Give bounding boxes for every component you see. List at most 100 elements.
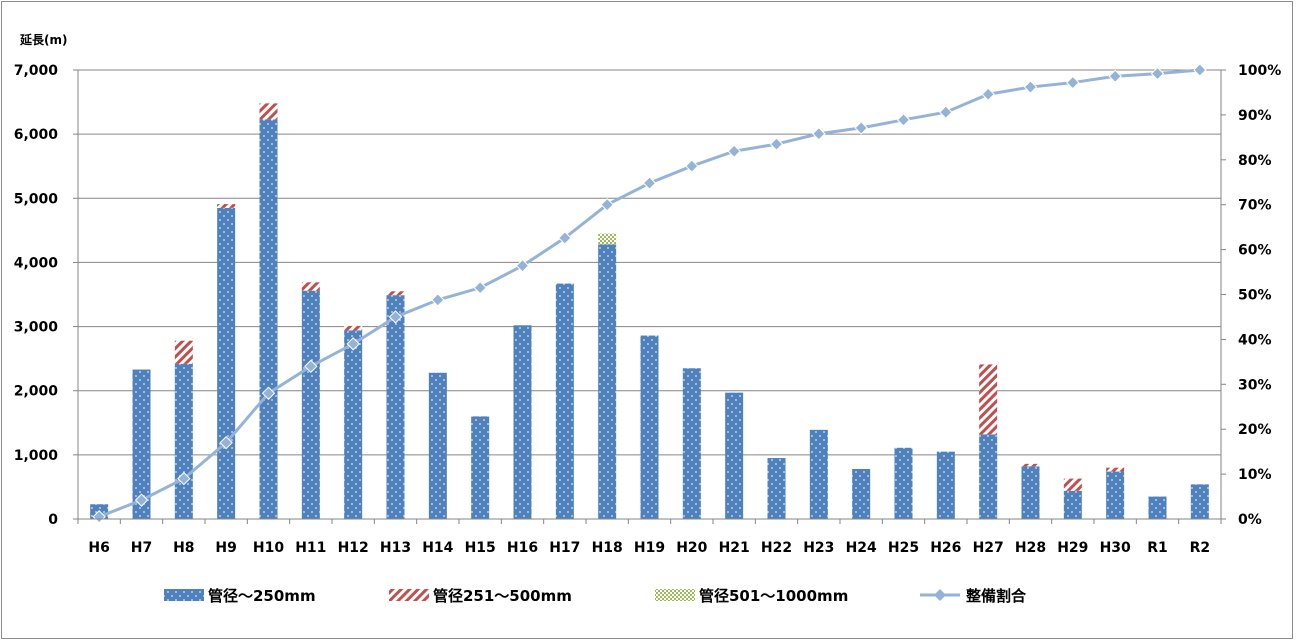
- y2-tick-label: 50%: [1238, 288, 1272, 304]
- x-tick-label: H29: [1057, 540, 1088, 556]
- bar-2: [174, 340, 193, 364]
- y2-tick-label: 20%: [1238, 422, 1272, 438]
- x-tick-label: R1: [1147, 540, 1168, 556]
- ratio-line: [92, 63, 1207, 524]
- x-tick-label: H7: [131, 540, 152, 556]
- ratio-point: [515, 259, 530, 273]
- y2-tick-label: 40%: [1238, 332, 1272, 348]
- ratio-point: [346, 337, 360, 351]
- bar-2: [344, 325, 363, 331]
- ratio-point: [812, 127, 826, 141]
- bar-2: [301, 282, 320, 291]
- bar-1: [471, 416, 490, 519]
- x-tick-label: H16: [507, 540, 538, 556]
- bar-3: [598, 233, 617, 245]
- y-tick-label: 6,000: [14, 127, 59, 143]
- x-tick-label: H30: [1100, 540, 1131, 556]
- y-tick-label: 4,000: [14, 255, 59, 271]
- ratio-point: [939, 105, 953, 119]
- x-tick-label: H25: [888, 540, 919, 556]
- bar-1: [132, 369, 151, 519]
- bar-1: [555, 283, 574, 519]
- x-tick-label: H18: [592, 540, 623, 556]
- x-tick-label: H20: [676, 540, 707, 556]
- y-tick-label: 2,000: [14, 384, 59, 400]
- x-tick-label: H22: [761, 540, 792, 556]
- bar-1: [386, 295, 405, 519]
- bar-1: [259, 119, 278, 519]
- x-tick-label: H23: [803, 540, 834, 556]
- ratio-point: [92, 510, 106, 524]
- y2-tick-label: 10%: [1238, 467, 1272, 483]
- x-tick-label: H26: [930, 540, 961, 556]
- bar-1: [725, 392, 744, 519]
- y2-tick-label: 70%: [1238, 198, 1272, 214]
- bar-1: [428, 372, 447, 519]
- ratio-point: [177, 471, 191, 486]
- ratio-point: [727, 144, 741, 158]
- legend-label: 管径251～500mm: [433, 587, 572, 605]
- bar-1: [894, 447, 913, 519]
- ratio-point: [1066, 75, 1080, 90]
- y-axis-title: 延長(m): [19, 32, 67, 47]
- x-tick-label: H12: [338, 540, 369, 556]
- legend: 管径～250mm 管径251～500mm 管径501～1000mm 整備割合: [164, 587, 1027, 605]
- x-tick-label: H13: [380, 540, 411, 556]
- ratio-point: [1150, 66, 1165, 81]
- x-tick-label: H6: [88, 540, 109, 556]
- ratio-point: [981, 87, 995, 101]
- ratio-point: [769, 137, 784, 151]
- x-tick-label: R2: [1190, 540, 1211, 556]
- ratio-point: [473, 281, 487, 295]
- ratio-point: [600, 197, 614, 212]
- x-tick-label: H9: [215, 540, 236, 556]
- y-tick-label: 1,000: [14, 448, 59, 464]
- legend-label: 整備割合: [966, 587, 1027, 605]
- ratio-point: [854, 121, 868, 135]
- x-tick-label: H8: [173, 540, 194, 556]
- ratio-point: [685, 159, 699, 173]
- x-tick-label: H14: [422, 540, 453, 556]
- y2-tick-label: 80%: [1238, 153, 1272, 169]
- legend-label: 管径501～1000mm: [699, 587, 848, 605]
- axes: 0 1,000 2,000 3,000 4,000 5,000 6,000 7,000 0% 10…: [14, 63, 1282, 556]
- bar-1: [640, 335, 659, 519]
- bar-1: [852, 468, 871, 519]
- bar-1: [1148, 496, 1167, 519]
- ratio-point: [219, 435, 233, 450]
- ratio-point: [304, 359, 318, 374]
- y-tick-label: 5,000: [14, 191, 59, 207]
- legend-swatch-marker: [934, 589, 946, 601]
- bar-1: [936, 451, 955, 519]
- bar-1: [598, 244, 617, 519]
- bar-2: [217, 204, 236, 208]
- y-tick-label: 3,000: [14, 320, 59, 336]
- ratio-point: [896, 113, 911, 127]
- x-tick-label: H15: [465, 540, 496, 556]
- bar-1: [682, 368, 701, 519]
- x-tick-label: H17: [549, 540, 580, 556]
- legend-swatch: [389, 589, 429, 601]
- ratio-point: [1193, 63, 1207, 77]
- y2-tick-label: 60%: [1238, 243, 1272, 259]
- bar-1: [1063, 490, 1082, 519]
- legend-swatch: [164, 589, 204, 601]
- bar-1: [1021, 466, 1040, 519]
- x-tick-label: H10: [253, 540, 284, 556]
- bar-2: [386, 291, 405, 296]
- y-tick-label: 7,000: [14, 63, 59, 79]
- ratio-point: [388, 310, 403, 324]
- bar-1: [217, 207, 236, 519]
- x-tick-label: H28: [1015, 540, 1046, 556]
- bar-1: [301, 290, 320, 519]
- bar-1: [809, 429, 828, 519]
- ratio-point: [134, 493, 149, 507]
- ratio-point: [558, 231, 572, 245]
- bar-2: [1106, 467, 1125, 472]
- bar-1: [1106, 471, 1125, 519]
- x-tick-label: H24: [846, 540, 877, 556]
- bar-1: [767, 458, 786, 519]
- x-tick-label: H21: [719, 540, 750, 556]
- ratio-point: [1023, 80, 1038, 94]
